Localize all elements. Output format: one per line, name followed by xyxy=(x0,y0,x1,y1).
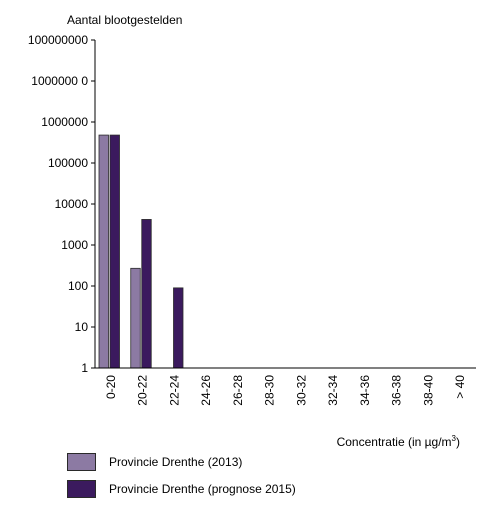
legend-item-prognose-2015: Provincie Drenthe (prognose 2015) xyxy=(67,479,296,499)
bar-drenthe-2013-0-20 xyxy=(98,134,109,369)
x-tick-label: 38-40 xyxy=(421,375,435,406)
x-tick-label: 20-22 xyxy=(136,375,150,406)
y-tick-label: 10000 xyxy=(55,197,89,211)
legend-item-2013: Provincie Drenthe (2013) xyxy=(67,452,296,472)
x-tick-label: 26-28 xyxy=(231,375,245,406)
legend: Provincie Drenthe (2013) Provincie Drent… xyxy=(67,452,296,506)
x-tick-label: 32-34 xyxy=(326,375,340,406)
y-tick-label: 1000000 xyxy=(41,115,88,129)
bar-drenthe-prognose-2015-22-24 xyxy=(173,287,184,369)
x-axis-title-superscript: 3 xyxy=(452,434,457,443)
y-tick-label: 100000 xyxy=(48,156,88,170)
x-tick-label: 0-20 xyxy=(104,375,118,399)
y-tick-label: 100 xyxy=(68,279,88,293)
x-tick-label: 22-24 xyxy=(167,375,181,406)
bar-chart: Aantal blootgestelden 1 10 100 1000 10000 100… xyxy=(28,13,476,449)
x-axis-title: Concentratie (in µg/m3) xyxy=(337,434,460,449)
legend-label-prognose-2015: Provincie Drenthe (prognose 2015) xyxy=(109,482,296,496)
bar-drenthe-prognose-2015-0-20 xyxy=(109,134,120,369)
x-tick-label: 34-36 xyxy=(358,375,372,406)
x-axis-title-main: Concentratie (in µg/m xyxy=(337,435,452,449)
legend-swatch-prognose-2015 xyxy=(67,480,96,498)
bar-drenthe-2013-20-22 xyxy=(130,267,141,369)
x-tick-label: 24-26 xyxy=(199,375,213,406)
bar-drenthe-prognose-2015-20-22 xyxy=(141,219,152,369)
x-tick-label: 30-32 xyxy=(294,375,308,406)
y-tick-label: 1000 xyxy=(61,238,88,252)
x-tick-label: 36-38 xyxy=(390,375,404,406)
legend-label-2013: Provincie Drenthe (2013) xyxy=(109,455,243,469)
y-tick-label: 100000000 xyxy=(28,33,88,47)
y-axis-title: Aantal blootgestelden xyxy=(67,13,182,27)
x-axis-title-end: ) xyxy=(456,435,460,449)
y-tick-label: 1000000 0 xyxy=(31,74,88,88)
y-tick-label: 1 xyxy=(81,361,88,375)
y-tick-label: 10 xyxy=(75,320,89,334)
legend-swatch-2013 xyxy=(67,453,96,471)
x-tick-label: > 40 xyxy=(453,375,467,399)
x-tick-label: 28-30 xyxy=(263,375,277,406)
